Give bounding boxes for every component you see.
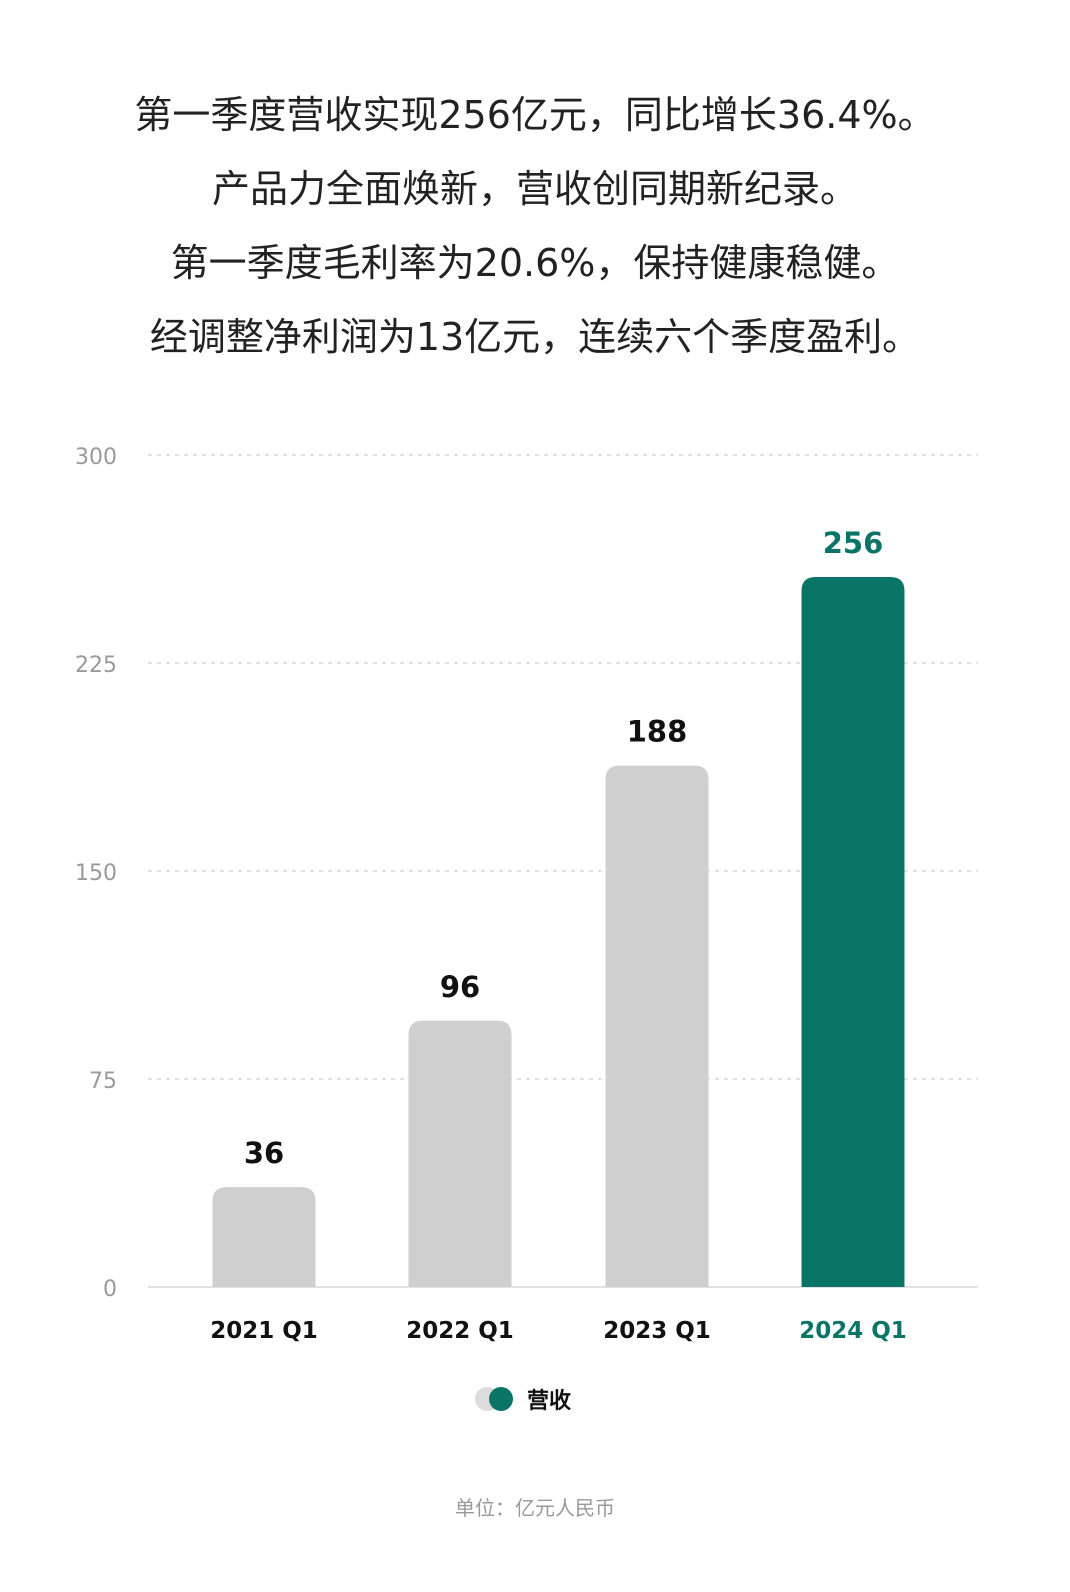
data-label: 96 [440,970,480,1004]
legend-label: 营收 [527,1388,571,1414]
headline-line-1: 第一季度营收实现256亿元，同比增长36.4%。 [134,93,936,137]
y-tick-label: 225 [75,653,117,678]
data-label: 188 [627,715,688,749]
unit-note: 单位：亿元人民币 [455,1496,615,1520]
y-tick-label: 150 [75,861,117,886]
y-tick-label: 75 [89,1069,117,1094]
headline: 第一季度营收实现256亿元，同比增长36.4%。 产品力全面焕新，营收创同期新纪… [0,78,1070,374]
headline-line-2: 产品力全面焕新，营收创同期新纪录。 [211,167,858,211]
data-label: 256 [823,526,884,560]
x-tick-label: 2023 Q1 [603,1318,711,1344]
x-tick-label: 2024 Q1 [799,1318,907,1344]
headline-line-4: 经调整净利润为13亿元，连续六个季度盈利。 [149,315,921,359]
legend-swatch-green-icon [489,1387,513,1411]
bar [212,1187,316,1287]
x-tick-label: 2022 Q1 [406,1318,514,1344]
x-tick-label: 2021 Q1 [210,1318,318,1344]
headline-line-3: 第一季度毛利率为20.6%，保持健康稳健。 [170,241,900,285]
bar [408,1020,512,1287]
y-tick-label: 300 [75,445,117,470]
y-tick-label: 0 [103,1277,117,1302]
data-label: 36 [244,1136,284,1170]
bar [605,765,709,1287]
bar [801,577,905,1287]
